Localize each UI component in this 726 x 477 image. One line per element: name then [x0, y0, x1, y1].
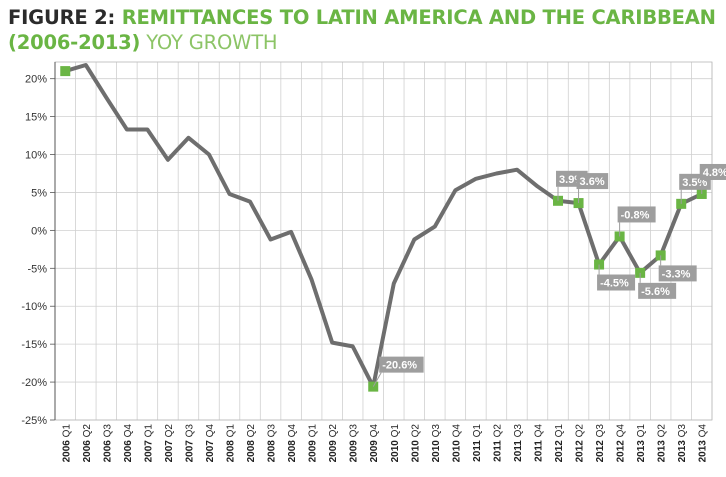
figure-number: FIGURE 2:: [8, 6, 116, 29]
axes: 20% 15% 10% 5% 0% -5% -10% -15% -20% -25% 2006 Q1 2…: [21, 61, 713, 463]
y-tick-label: 20%: [25, 74, 47, 86]
x-tick-label: 2011 Q2: [492, 424, 503, 462]
x-tick-label: 2008 Q4: [287, 424, 298, 463]
chart-title-main: REMITTANCES TO LATIN AMERICA AND THE CAR…: [121, 6, 716, 29]
chart-title-years: (2006-2013): [8, 31, 141, 54]
data-label: -3.3%: [662, 268, 691, 280]
data-label-box: [658, 265, 697, 282]
data-label: 4.8%: [703, 167, 726, 179]
series-line: [63, 63, 704, 389]
data-label-box: [597, 274, 636, 291]
x-tick-label: 2013 Q3: [677, 424, 688, 463]
x-tick-label: 2006 Q1: [61, 424, 72, 463]
x-tick-label: 2009 Q3: [349, 424, 360, 463]
x-tick-label: 2009 Q1: [308, 424, 319, 463]
x-tick-label: 2007 Q2: [164, 424, 175, 463]
y-tick-label: -10%: [21, 301, 47, 313]
x-tick-label: 2007 Q1: [143, 424, 154, 463]
x-tick-label: 2012 Q2: [575, 424, 586, 463]
data-label-box: [638, 282, 677, 299]
x-tick-label: 2010 Q4: [451, 424, 462, 463]
data-labels: -20.6%3.9%3.6%-4.5%-0.8%-5.6%-3.3%3.5%4.…: [372, 163, 726, 387]
x-tick-label: 2008 Q3: [267, 424, 278, 463]
y-tick-label: 10%: [25, 150, 47, 162]
x-tick-label: 2007 Q4: [205, 424, 216, 463]
chart-title: FIGURE 2: REMITTANCES TO LATIN AMERICA A…: [8, 4, 720, 55]
data-label-box: [576, 173, 609, 190]
x-tick-label: 2010 Q3: [431, 424, 442, 463]
x-tick-label: 2009 Q2: [328, 424, 339, 463]
data-label: -0.8%: [621, 209, 650, 221]
series-line-group: [63, 63, 704, 389]
data-label-box: [379, 356, 424, 373]
y-tick-label: 15%: [25, 112, 47, 124]
y-tick-label: -20%: [21, 377, 47, 389]
x-tick-label: 2011 Q4: [533, 424, 544, 462]
x-tick-label: 2006 Q4: [123, 424, 134, 463]
y-tick-label: -5%: [27, 263, 47, 275]
x-tick-label: 2006 Q3: [102, 424, 113, 463]
x-tick-label: 2010 Q2: [410, 424, 421, 463]
x-tick-label: 2013 Q4: [698, 424, 709, 463]
y-tick-label: 0%: [31, 225, 47, 237]
x-tick-label: 2012 Q4: [616, 424, 627, 463]
y-tick-label: -25%: [21, 415, 47, 427]
data-label: -20.6%: [382, 360, 417, 372]
data-label: -5.6%: [641, 286, 670, 298]
label-leader: [372, 372, 382, 387]
x-tick-label: 2012 Q1: [554, 424, 565, 463]
x-tick-label: 2009 Q4: [369, 424, 380, 463]
x-tick-label: 2008 Q1: [226, 424, 237, 463]
y-tick-label: -15%: [21, 339, 47, 351]
data-label-box: [617, 206, 656, 223]
x-tick-label: 2013 Q2: [657, 424, 668, 463]
x-tick-label: 2008 Q2: [246, 424, 257, 463]
y-tick-label: 5%: [31, 187, 47, 199]
x-tick-label: 2011 Q3: [513, 424, 524, 462]
data-marker: [60, 66, 71, 77]
data-label: -4.5%: [600, 278, 629, 290]
x-tick-label: 2007 Q3: [184, 424, 195, 463]
x-tick-label: 2010 Q1: [390, 424, 401, 463]
x-tick-label: 2011 Q1: [472, 424, 483, 462]
chart-subtitle: YOY GROWTH: [146, 31, 278, 54]
x-tick-label: 2013 Q1: [636, 424, 647, 463]
x-tick-label: 2006 Q2: [82, 424, 93, 463]
x-tick-label: 2012 Q3: [595, 424, 606, 463]
data-label-box: [699, 163, 726, 180]
data-label: 3.6%: [580, 176, 605, 188]
